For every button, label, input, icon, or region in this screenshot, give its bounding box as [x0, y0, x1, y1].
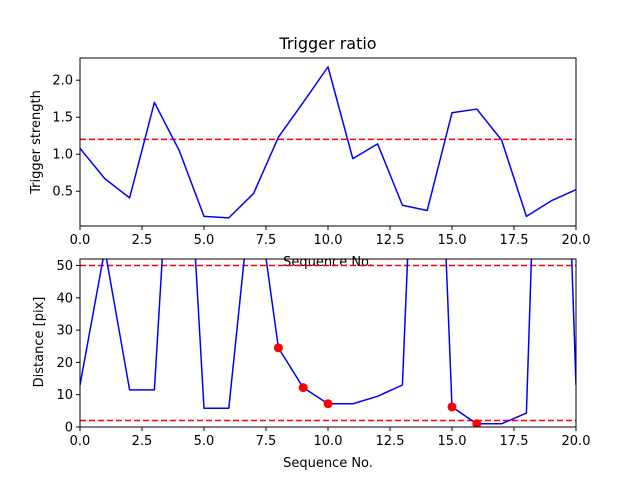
y-tick-label: 1.0	[52, 148, 73, 163]
x-tick-label: 12.5	[376, 233, 405, 248]
x-tick-label: 10.0	[314, 233, 343, 248]
y-tick-label: 2.0	[52, 74, 73, 89]
y-tick-label: 10	[56, 388, 73, 403]
x-tick-label: 7.5	[256, 434, 277, 449]
y-tick-label: 0.5	[52, 185, 73, 200]
x-tick-label: 5.0	[194, 233, 215, 248]
x-tick-label: 2.5	[132, 434, 153, 449]
y-tick-label: 40	[56, 291, 73, 306]
x-tick-label: 15.0	[438, 233, 467, 248]
x-axis-label: Sequence No.	[283, 255, 373, 270]
x-tick-label: 12.5	[376, 434, 405, 449]
x-tick-label: 20.0	[562, 233, 591, 248]
data-point-marker	[273, 343, 283, 353]
y-tick-label: 50	[56, 259, 73, 274]
x-tick-label: 2.5	[132, 233, 153, 248]
y-tick-label: 0	[65, 421, 73, 436]
x-tick-label: 15.0	[438, 434, 467, 449]
x-tick-label: 17.5	[500, 233, 529, 248]
x-axis-label: Sequence No.	[283, 456, 373, 471]
series-line	[80, 66, 576, 219]
data-point-marker	[472, 419, 482, 427]
y-tick-label: 20	[56, 356, 73, 371]
y-axis-label: Distance [pix]	[32, 297, 47, 388]
y-tick-label: 30	[56, 324, 73, 339]
y-axis-label: Trigger strength	[29, 90, 44, 195]
plot-area	[80, 66, 576, 219]
x-tick-label: 20.0	[562, 434, 591, 449]
x-tick-label: 10.0	[314, 434, 343, 449]
x-tick-label: 17.5	[500, 434, 529, 449]
data-point-marker	[447, 402, 457, 412]
y-tick-label: 1.5	[52, 111, 73, 126]
x-tick-label: 0.0	[70, 434, 91, 449]
subplot-distance: Sequence No. Distance [pix] 0.0 2.5 5.0 7.5…	[32, 258, 591, 471]
chart-title: Trigger ratio	[278, 34, 376, 53]
data-point-marker	[323, 399, 333, 409]
x-tick-label: 0.0	[70, 233, 91, 248]
plot-area	[80, 259, 576, 427]
data-point-marker	[298, 383, 308, 393]
x-tick-label: 5.0	[194, 434, 215, 449]
x-tick-label: 7.5	[256, 233, 277, 248]
